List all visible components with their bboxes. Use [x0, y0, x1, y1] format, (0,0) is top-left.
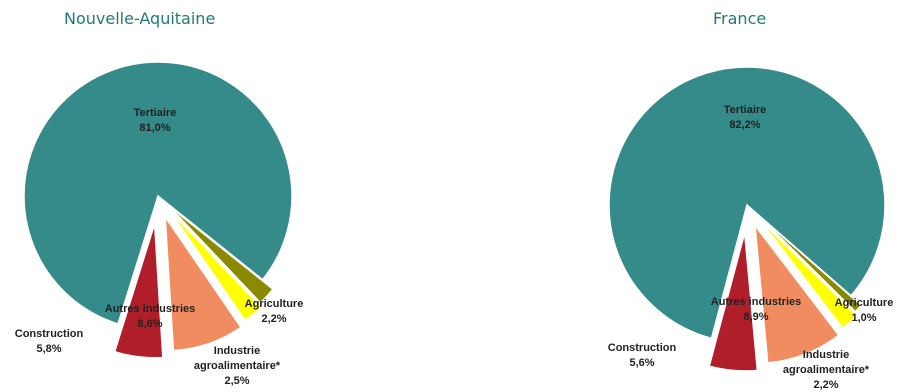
slice-name-label: Autres industries	[711, 296, 801, 308]
slice-name-label: Construction	[608, 342, 677, 354]
slice-value-label: 2,2%	[813, 379, 838, 391]
slice-name-label: Agriculture	[245, 298, 304, 310]
pie-chart-france: France Tertiaire 82,2% Agriculture 1,0% Indu…	[450, 0, 901, 392]
chart-title: France	[713, 9, 767, 28]
slice-label-agriculture: Agriculture 2,2%	[245, 298, 304, 325]
slice-value-label: 2,2%	[261, 313, 286, 325]
slice-label-industrie-agroalimentaire: Industrie agroalimentaire* 2,2%	[783, 349, 870, 391]
pie-slice-industrie-agroalimentaire	[758, 217, 859, 330]
slice-name-label: Agriculture	[835, 297, 894, 309]
slice-value-label: 81,0%	[139, 122, 170, 134]
pie-slice-industrie-agroalimentaire	[168, 209, 263, 322]
slice-name-label: Tertiaire	[134, 107, 177, 119]
pie-slice-tertiaire	[23, 61, 293, 325]
slice-value-label: 2,5%	[224, 375, 249, 387]
pie-slice-autres-industries	[164, 214, 242, 352]
slice-label-tertiaire: Tertiaire 81,0%	[134, 107, 177, 134]
pie-slice-autres-industries	[754, 222, 840, 364]
pie-slice-construction	[113, 223, 164, 359]
slice-name-label: Tertiaire	[724, 104, 767, 116]
slice-name-label: Construction	[15, 328, 84, 340]
pie-chart-svg: Tertiaire 82,2% Agriculture 1,0% Industrie ag…	[608, 66, 894, 391]
pie-chart-nouvelle-aquitaine: Nouvelle-Aquitaine Tertiaire 81,0% Agricul…	[0, 0, 450, 392]
slice-label-autres-industries: Autres industries 8,9%	[711, 296, 801, 323]
slice-value-label: 82,2%	[729, 119, 760, 131]
slice-label-construction: Construction 5,8%	[15, 328, 84, 355]
pie-slice-agriculture	[756, 213, 863, 313]
slice-label-industrie-agroalimentaire: Industrie agroalimentaire* 2,5%	[194, 345, 281, 387]
slice-value-label: 8,6%	[137, 318, 162, 330]
slice-name-label: Industrie	[214, 345, 260, 357]
slice-value-label: 8,9%	[743, 311, 768, 323]
slice-label-tertiaire: Tertiaire 82,2%	[724, 104, 767, 131]
slice-name-label: Autres industries	[105, 303, 195, 315]
slice-name-label: agroalimentaire*	[783, 364, 870, 376]
slice-label-construction: Construction 5,6%	[608, 342, 677, 369]
slice-value-label: 5,6%	[629, 357, 654, 369]
slice-label-agriculture: Agriculture 1,0%	[835, 297, 894, 324]
pie-slice-agriculture	[167, 204, 275, 304]
slice-name-label: agroalimentaire*	[194, 360, 281, 372]
slice-label-autres-industries: Autres industries 8,6%	[105, 303, 195, 330]
pie-slice-tertiaire	[608, 66, 886, 340]
slice-value-label: 1,0%	[851, 312, 876, 324]
slice-name-label: Industrie	[803, 349, 849, 361]
slice-value-label: 5,8%	[36, 343, 61, 355]
pie-slice-construction	[708, 232, 759, 372]
pie-chart-svg: Tertiaire 81,0% Agriculture 2,2% Industrie ag…	[15, 61, 304, 387]
chart-title: Nouvelle-Aquitaine	[64, 9, 216, 28]
